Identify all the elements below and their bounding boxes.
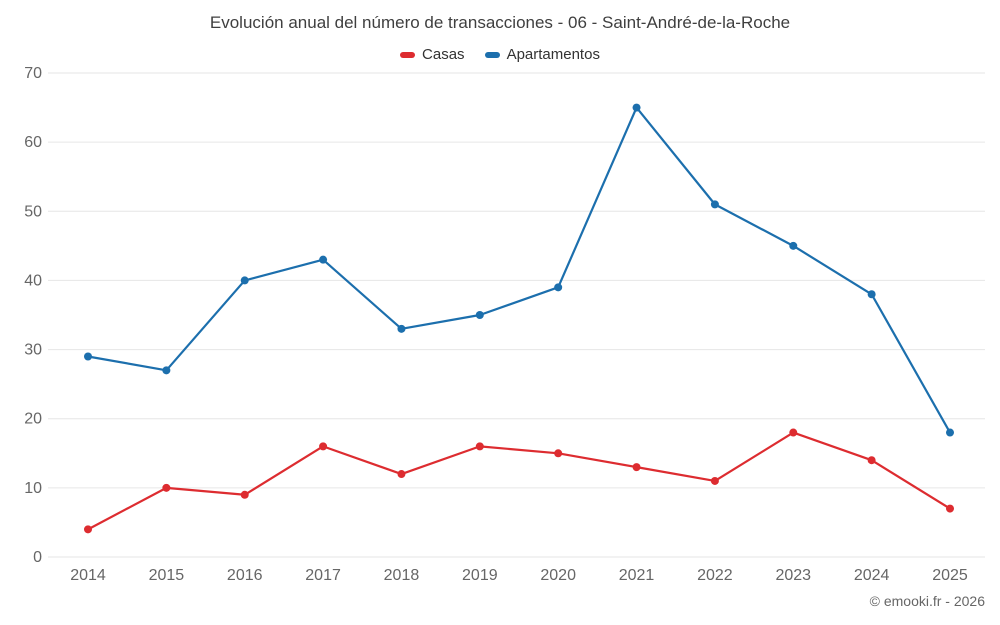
point-apartamentos-2024[interactable] — [867, 290, 876, 299]
point-apartamentos-2023[interactable] — [789, 241, 798, 250]
point-casas-2017[interactable] — [319, 442, 328, 451]
point-casas-2018[interactable] — [397, 470, 406, 479]
point-apartamentos-2020[interactable] — [554, 283, 563, 292]
point-casas-2021[interactable] — [632, 463, 641, 472]
legend-label-casas: Casas — [422, 46, 465, 63]
x-axis-label: 2024 — [854, 567, 890, 584]
point-casas-2019[interactable] — [475, 442, 484, 451]
x-axis-label: 2019 — [462, 567, 498, 584]
x-axis-label: 2020 — [540, 567, 576, 584]
legend-marker-apartamentos — [484, 51, 500, 58]
point-apartamentos-2021[interactable] — [632, 103, 641, 112]
point-casas-2022[interactable] — [710, 476, 719, 485]
point-apartamentos-2019[interactable] — [475, 311, 484, 319]
point-casas-2024[interactable] — [867, 456, 876, 465]
x-axis-label: 2016 — [227, 567, 263, 584]
series-line-apartamentos — [86, 106, 952, 434]
copyright-credit: © emooki.fr - 2026 — [869, 593, 985, 609]
point-casas-2016[interactable] — [240, 490, 249, 499]
point-casas-2015[interactable] — [162, 483, 171, 492]
point-apartamentos-2014[interactable] — [84, 352, 92, 361]
chart-legend: Casas Apartamentos — [0, 46, 1000, 63]
y-axis-label: 30 — [24, 342, 42, 359]
x-axis-label: 2018 — [384, 567, 420, 584]
point-casas-2020[interactable] — [554, 449, 563, 458]
point-casas-2025[interactable] — [946, 504, 954, 513]
y-axis-label: 60 — [24, 134, 42, 151]
y-axis-label: 40 — [24, 272, 42, 289]
legend-item-apartamentos[interactable]: Apartamentos — [484, 46, 600, 63]
y-axis-label: 20 — [24, 411, 42, 428]
x-axis-label: 2025 — [932, 567, 968, 584]
y-axis-label: 10 — [24, 480, 42, 497]
point-apartamentos-2015[interactable] — [162, 366, 171, 375]
x-axis-label: 2015 — [149, 567, 185, 584]
point-apartamentos-2025[interactable] — [946, 428, 954, 437]
point-casas-2023[interactable] — [789, 428, 798, 437]
x-axis-label: 2022 — [697, 567, 733, 584]
point-apartamentos-2022[interactable] — [710, 200, 719, 209]
point-casas-2014[interactable] — [84, 525, 92, 534]
chart-title: Evolución anual del número de transaccio… — [209, 13, 791, 32]
y-axis-label: 0 — [33, 549, 42, 566]
point-apartamentos-2018[interactable] — [397, 324, 406, 333]
series-line-casas — [86, 431, 952, 531]
x-axis-label: 2014 — [70, 567, 106, 584]
point-apartamentos-2017[interactable] — [319, 255, 328, 264]
y-axis-label: 50 — [24, 203, 42, 220]
x-axis-label: 2023 — [775, 567, 811, 584]
legend-item-casas[interactable]: Casas — [400, 46, 465, 63]
legend-marker-casas — [400, 51, 416, 58]
x-axis-label: 2017 — [305, 567, 341, 584]
y-axis-label: 70 — [24, 65, 42, 82]
point-apartamentos-2016[interactable] — [240, 276, 249, 285]
legend-label-apartamentos: Apartamentos — [506, 46, 600, 63]
x-axis-label: 2021 — [619, 567, 655, 584]
